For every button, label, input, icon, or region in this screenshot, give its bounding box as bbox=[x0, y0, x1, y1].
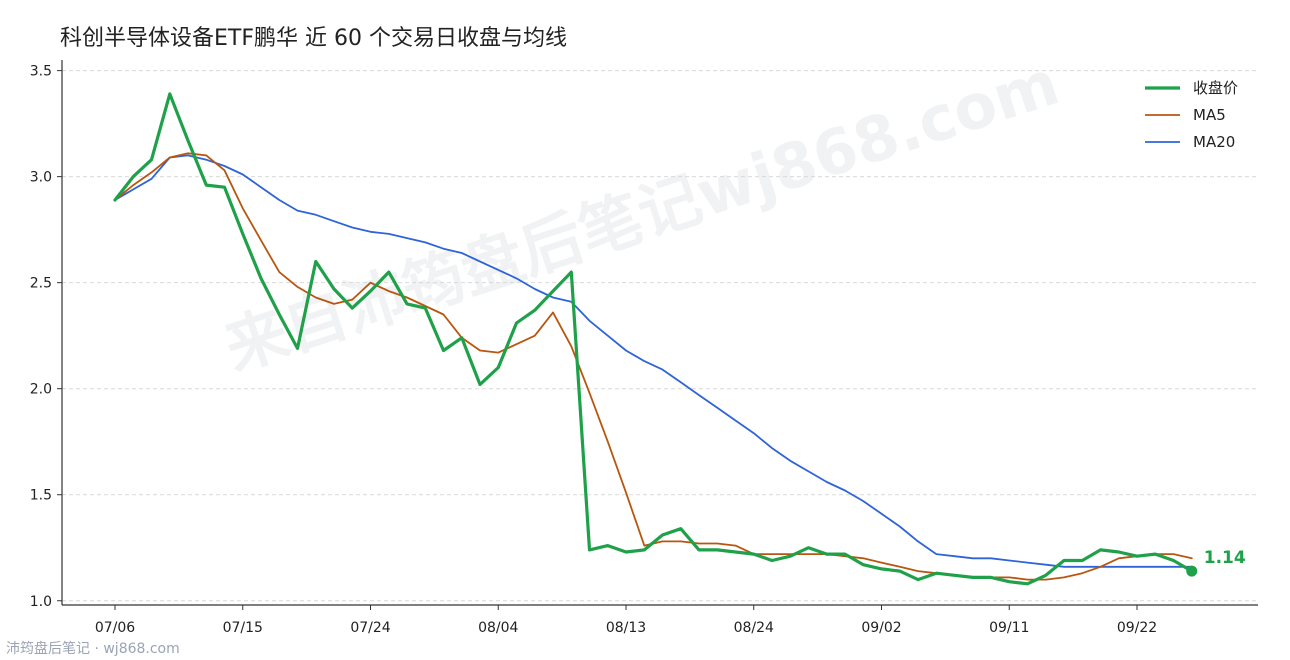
x-tick-label: 08/04 bbox=[478, 620, 518, 636]
last-close-point bbox=[1186, 565, 1198, 577]
legend-label-ma5: MA5 bbox=[1193, 106, 1226, 124]
legend-label-close: 收盘价 bbox=[1193, 79, 1238, 97]
series-line-ma5 bbox=[114, 152, 1193, 581]
x-tick-label: 09/11 bbox=[989, 620, 1029, 636]
series-line-ma20 bbox=[114, 154, 1193, 568]
series-line-close bbox=[113, 92, 1194, 586]
last-close-label: 1.14 bbox=[1204, 548, 1246, 568]
x-tick-label: 09/02 bbox=[861, 620, 901, 636]
y-tick-label: 1.0 bbox=[30, 594, 52, 610]
y-tick-label: 3.0 bbox=[30, 170, 52, 186]
x-tick-label: 07/24 bbox=[350, 620, 390, 636]
legend-label-ma20: MA20 bbox=[1193, 133, 1235, 151]
x-tick-label: 07/06 bbox=[95, 620, 135, 636]
chart-title: 科创半导体设备ETF鹏华 近 60 个交易日收盘与均线 bbox=[60, 26, 567, 51]
x-tick-label: 09/22 bbox=[1117, 620, 1157, 636]
x-tick-label: 07/15 bbox=[223, 620, 263, 636]
footer-credit: 沛筠盘后笔记 · wj868.com bbox=[6, 641, 180, 657]
x-tick-label: 08/13 bbox=[606, 620, 646, 636]
y-tick-label: 2.0 bbox=[30, 382, 52, 398]
y-tick-label: 3.5 bbox=[30, 64, 52, 80]
y-tick-label: 2.5 bbox=[30, 276, 52, 292]
y-tick-label: 1.5 bbox=[30, 488, 52, 504]
x-tick-label: 08/24 bbox=[734, 620, 774, 636]
